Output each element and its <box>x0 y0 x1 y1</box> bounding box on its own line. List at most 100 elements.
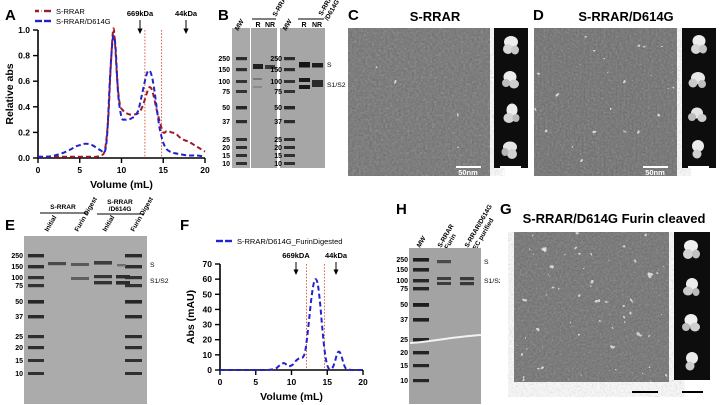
panel-letter-c: C <box>348 7 359 24</box>
panel-h-gel: 250 150 100 75 50 37 25 20 15 10 S S1/S2 <box>396 248 500 404</box>
left-ladder-25: 25 <box>222 137 230 144</box>
panel-e-gel: 250 150 100 75 50 37 25 20 15 10 S S1/S2 <box>11 236 169 404</box>
panel-h-lane-labels: MW S-RRAR +Furin S-RRAR/D614G SEC purifi… <box>416 204 496 255</box>
right-gel-bg <box>280 28 325 168</box>
scalebar-10nm-label: 10nm <box>501 168 521 176</box>
y-tick-00: 0.0 <box>18 153 30 163</box>
ladder-250: 250 <box>11 253 23 260</box>
left-ladder-10: 10 <box>222 161 230 168</box>
y-tick-40: 40 <box>203 304 213 314</box>
class-average-2 <box>683 278 700 296</box>
panel-a-markers: 669kDa 44kDa <box>127 9 198 34</box>
x-tick-15: 15 <box>159 165 169 175</box>
left-ladder-150: 150 <box>218 67 230 74</box>
class-average-4 <box>692 140 704 159</box>
ladder-right <box>125 254 142 375</box>
right-ladder-50: 50 <box>274 105 282 112</box>
scalebar-10nm-label: 10nm <box>689 168 709 176</box>
y-tick-20: 20 <box>203 335 213 345</box>
panel-a-legend: S-RRAR S-RRAR/D614G <box>35 7 111 26</box>
lane-label-initial-2: Initial <box>102 214 117 233</box>
panel-a-plot: 0 5 10 15 20 0.0 0.2 0.4 0.6 0.8 1.0 <box>4 25 210 190</box>
panel-d-svg: 50nm 10nm <box>534 28 716 176</box>
panel-f-legend: S-RRAR/D614G_FurinDigested <box>216 237 342 246</box>
ladder-20: 20 <box>400 350 408 357</box>
band-label-s1s2: S1/S2 <box>150 278 169 285</box>
panel-letter-g: G <box>500 201 512 218</box>
scalebar-10nm-label: 10nm <box>683 394 703 402</box>
panel-e-group-headers: S-RRAR S-RRAR /D614G <box>40 199 144 215</box>
panel-letter-f: F <box>180 217 190 234</box>
sample-bands <box>437 260 474 286</box>
y-ticks: 0.0 0.2 0.4 0.6 0.8 1.0 <box>18 25 38 163</box>
panel-f-markers: 669kDA 44kDa <box>282 251 348 275</box>
y-tick-60: 60 <box>203 274 213 284</box>
right-ladder-25: 25 <box>274 137 282 144</box>
band-label-s: S <box>484 259 489 266</box>
panel-d-micrograph: 50nm <box>534 28 677 176</box>
y-ticks: 0 10 20 30 40 50 60 70 <box>203 259 220 375</box>
right-ladder-bands <box>284 57 295 165</box>
band-label-s: S <box>150 262 155 269</box>
marker-label-669kda: 669kDA <box>282 251 310 260</box>
marker-arrowhead-44kda <box>333 269 339 275</box>
panel-g-class-averages: 10nm <box>674 232 710 402</box>
scalebar-50nm-label: 50nm <box>458 168 478 176</box>
panel-d: 50nm 10nm <box>534 28 722 176</box>
right-sample-bands <box>299 62 323 89</box>
class-average-1 <box>691 35 707 54</box>
lane-label-mw: MW <box>416 235 428 249</box>
trace-s-rrar-d614g <box>37 34 206 158</box>
panel-a-svg: S-RRAR S-RRAR/D614G 669kDa 44kDa <box>4 7 210 190</box>
marker-label-669kda: 669kDa <box>127 9 154 18</box>
x-tick-20: 20 <box>200 165 210 175</box>
left-group-label: S-RRAR <box>272 0 291 18</box>
left-ladder-15: 15 <box>222 153 230 160</box>
ladder-50: 50 <box>15 299 23 306</box>
trace-furin-digested <box>220 278 363 372</box>
panel-h: MW S-RRAR +Furin S-RRAR/D614G SEC purifi… <box>380 196 500 405</box>
x-tick-5: 5 <box>77 165 82 175</box>
x-tick-0: 0 <box>36 165 41 175</box>
marker-arrowhead-669kda <box>293 269 299 275</box>
panel-b: 250 150 100 75 50 37 25 20 15 10 MW S-RR… <box>218 0 346 190</box>
sample-bands <box>48 261 130 285</box>
y-tick-70: 70 <box>203 259 213 269</box>
y-tick-10: 1.0 <box>18 25 30 35</box>
ladder-150: 150 <box>396 267 408 274</box>
right-ladder-150: 150 <box>270 67 282 74</box>
y-tick-04: 0.4 <box>18 102 30 112</box>
ladder-100: 100 <box>396 278 408 285</box>
panel-b-right-gel: 250 150 100 75 50 37 25 20 15 10 MW S-RR… <box>270 0 346 168</box>
x-ticks: 0 5 10 15 20 <box>218 370 368 387</box>
ladder-15: 15 <box>15 358 23 365</box>
right-ladder-100: 100 <box>270 79 282 86</box>
left-sample-lane-bg <box>251 28 277 168</box>
left-ladder-100: 100 <box>218 79 230 86</box>
left-sample-bands <box>253 64 275 88</box>
class-average-2 <box>502 71 519 89</box>
marker-arrowhead-669kda <box>137 28 143 34</box>
panel-letter-e: E <box>5 217 16 234</box>
gel-background <box>24 236 147 404</box>
legend-label-d614g: S-RRAR/D614G <box>56 17 111 26</box>
panel-b-svg: 250 150 100 75 50 37 25 20 15 10 MW S-RR… <box>218 0 346 168</box>
ladder-50: 50 <box>400 302 408 309</box>
lane-label-furin-1: Furin Digest <box>74 196 100 233</box>
right-ladder-250: 250 <box>270 56 282 63</box>
right-ladder-15: 15 <box>274 153 282 160</box>
group-label-s-rrar: S-RRAR <box>50 204 76 211</box>
scalebar-50nm-label: 50nm <box>635 394 655 402</box>
y-tick-0: 0 <box>207 365 212 375</box>
ladder-20: 20 <box>15 345 23 352</box>
marker-label-44kda: 44kDa <box>175 9 198 18</box>
panel-g-svg: 50nm 10nm <box>514 232 710 402</box>
ladder-75: 75 <box>400 286 408 293</box>
y-tick-30: 30 <box>203 320 213 330</box>
ladder-25: 25 <box>15 334 23 341</box>
x-tick-5: 5 <box>253 377 258 387</box>
ladder-10: 10 <box>15 371 23 378</box>
right-lane-r: R <box>301 22 306 29</box>
x-axis-label: Volume (mL) <box>260 391 323 403</box>
panel-c-class-averages: 10nm <box>494 28 528 176</box>
